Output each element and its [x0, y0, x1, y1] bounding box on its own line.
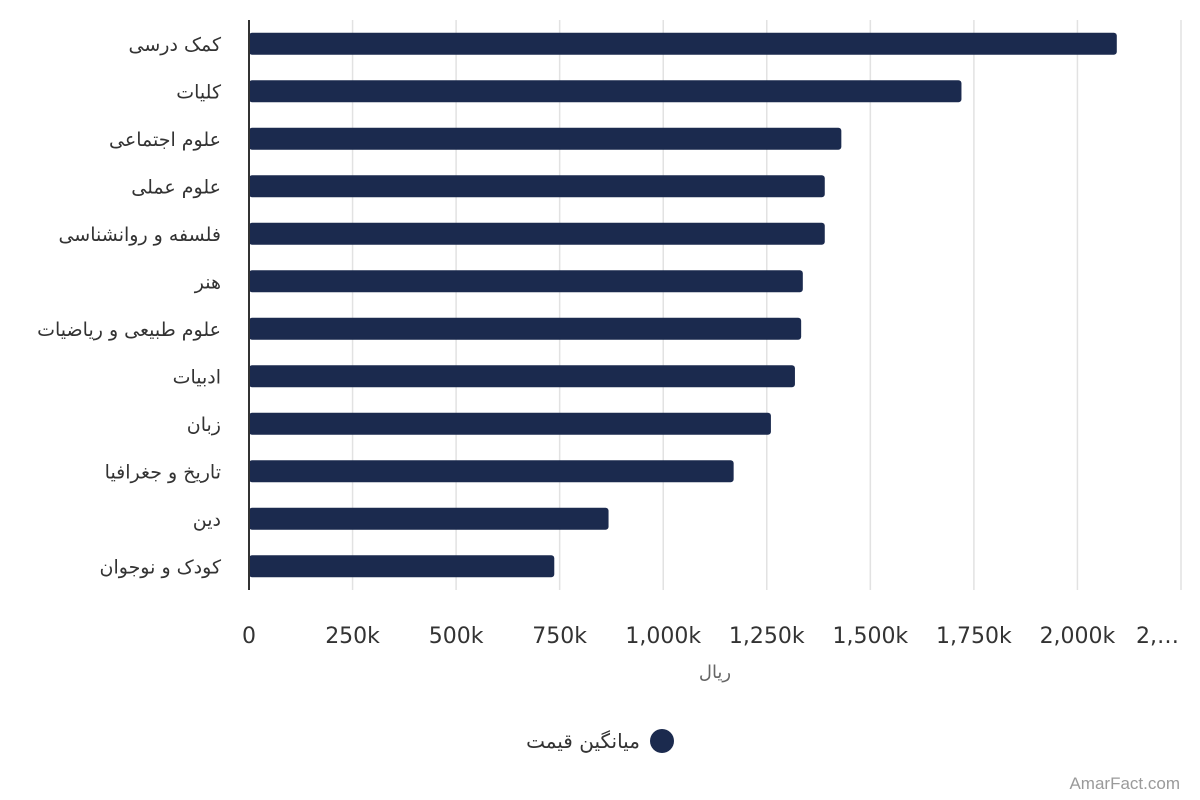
bar[interactable] — [249, 460, 734, 483]
category-labels: کمک درسی کلیات علوم اجتماعی علوم عملی فلسفه … — [37, 34, 222, 579]
bar[interactable] — [249, 32, 1117, 55]
x-tick-label: 1,500k — [832, 624, 908, 649]
category-label: کلیات — [176, 81, 222, 103]
legend-label: میانگین قیمت — [526, 729, 640, 753]
bar[interactable] — [249, 270, 803, 293]
bar[interactable] — [249, 555, 555, 578]
bar[interactable] — [249, 365, 795, 388]
x-tick-label: 250k — [325, 624, 380, 649]
category-label: فلسفه و روانشناسی — [58, 224, 221, 246]
category-label: علوم طبیعی و ریاضیات — [37, 319, 221, 341]
category-label: کودک و نوجوان — [100, 556, 222, 578]
x-axis-title: ریال — [699, 662, 731, 683]
category-label: علوم عملی — [131, 176, 221, 198]
category-label: کمک درسی — [129, 34, 222, 56]
bar[interactable] — [249, 412, 771, 435]
bar[interactable] — [249, 507, 609, 530]
category-label: دین — [193, 509, 221, 531]
category-label: زبان — [187, 414, 221, 436]
gridlines — [351, 20, 1182, 590]
x-tick-label: 2,… — [1136, 624, 1179, 649]
category-label: هنر — [194, 271, 221, 293]
x-tick-label: 1,250k — [729, 624, 805, 649]
x-tick-label: 1,000k — [625, 624, 701, 649]
bar[interactable] — [249, 80, 962, 103]
category-label: تاریخ و جغرافیا — [105, 461, 221, 483]
bars — [249, 32, 1117, 578]
category-label: ادبیات — [173, 366, 221, 388]
x-tick-label: 0 — [242, 624, 256, 649]
x-tick-label: 1,750k — [936, 624, 1012, 649]
bar[interactable] — [249, 222, 825, 245]
category-label: علوم اجتماعی — [109, 129, 221, 151]
legend[interactable]: میانگین قیمت — [0, 724, 1200, 758]
bar[interactable] — [249, 127, 842, 150]
x-tick-labels: 0 250k 500k 750k 1,000k 1,250k 1,500k 1,750k 2,0… — [242, 624, 1179, 649]
bar[interactable] — [249, 317, 802, 340]
x-tick-label: 2,000k — [1040, 624, 1116, 649]
x-tick-label: 500k — [429, 624, 484, 649]
x-tick-label: 750k — [532, 624, 587, 649]
credit-text[interactable]: AmarFact.com — [1069, 774, 1180, 793]
legend-marker-icon — [649, 729, 674, 753]
bar[interactable] — [249, 175, 825, 198]
